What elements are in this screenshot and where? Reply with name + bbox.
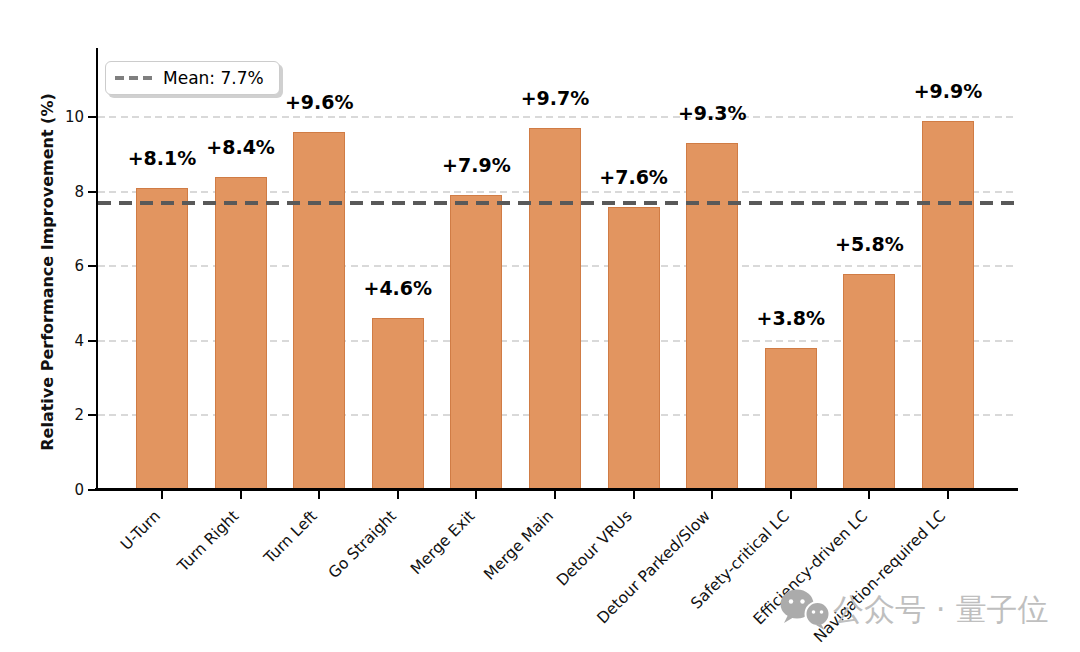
bar-value-label: +9.7% xyxy=(521,87,590,109)
bar xyxy=(843,274,895,489)
y-tick-mark xyxy=(88,340,96,342)
y-tick-label: 8 xyxy=(0,183,84,201)
x-tick-label: U-Turn xyxy=(117,507,164,554)
y-tick-label: 0 xyxy=(0,481,84,499)
x-tick-mark xyxy=(633,491,635,499)
x-tick-label: Detour VRUs xyxy=(553,507,636,590)
bar xyxy=(608,207,660,489)
bar-value-label: +3.8% xyxy=(756,307,825,329)
bar xyxy=(450,195,502,489)
bar-value-label: +4.6% xyxy=(363,277,432,299)
x-tick-mark xyxy=(554,491,556,499)
bar xyxy=(765,348,817,489)
legend: Mean: 7.7% xyxy=(105,61,280,95)
x-tick-label: Turn Right xyxy=(174,507,242,575)
y-tick-label: 6 xyxy=(0,257,84,275)
x-tick-mark xyxy=(318,491,320,499)
x-tick-label: Merge Exit xyxy=(407,507,478,578)
x-tick-mark xyxy=(475,491,477,499)
legend-label: Mean: 7.7% xyxy=(163,68,264,88)
x-tick-mark xyxy=(868,491,870,499)
watermark: 公众号 · 量子位 xyxy=(777,588,1049,632)
bar xyxy=(922,121,974,489)
wechat-icon xyxy=(777,588,833,632)
y-tick-label: 2 xyxy=(0,406,84,424)
mean-line xyxy=(98,201,1017,205)
x-tick-mark xyxy=(711,491,713,499)
y-tick-mark xyxy=(88,191,96,193)
bar xyxy=(686,143,738,489)
y-tick-mark xyxy=(88,116,96,118)
x-axis-line xyxy=(95,488,1018,491)
bar-value-label: +7.6% xyxy=(599,166,668,188)
x-tick-mark xyxy=(397,491,399,499)
y-tick-label: 4 xyxy=(0,332,84,350)
bar-value-label: +9.6% xyxy=(285,91,354,113)
bar-value-label: +5.8% xyxy=(835,233,904,255)
x-tick-label: Turn Left xyxy=(261,507,321,567)
bar xyxy=(529,128,581,489)
y-tick-label: 10 xyxy=(0,108,84,126)
x-tick-label: Merge Main xyxy=(480,507,557,584)
x-tick-label: Go Straight xyxy=(324,507,399,582)
bar-value-label: +9.3% xyxy=(678,102,747,124)
x-tick-mark xyxy=(240,491,242,499)
bar xyxy=(293,132,345,489)
x-tick-mark xyxy=(947,491,949,499)
y-axis-line xyxy=(96,48,98,491)
bar xyxy=(372,318,424,489)
y-tick-mark xyxy=(88,414,96,416)
bar-value-label: +7.9% xyxy=(442,154,511,176)
bar xyxy=(215,177,267,489)
mean-line-swatch xyxy=(115,76,153,80)
gridline xyxy=(98,116,1017,118)
bar-value-label: +8.1% xyxy=(128,147,197,169)
bar-value-label: +8.4% xyxy=(206,136,275,158)
x-tick-mark xyxy=(790,491,792,499)
watermark-text: 公众号 · 量子位 xyxy=(833,589,1049,631)
y-tick-mark xyxy=(88,265,96,267)
bar-value-label: +9.9% xyxy=(914,80,983,102)
x-tick-mark xyxy=(161,491,163,499)
bar xyxy=(136,188,188,489)
